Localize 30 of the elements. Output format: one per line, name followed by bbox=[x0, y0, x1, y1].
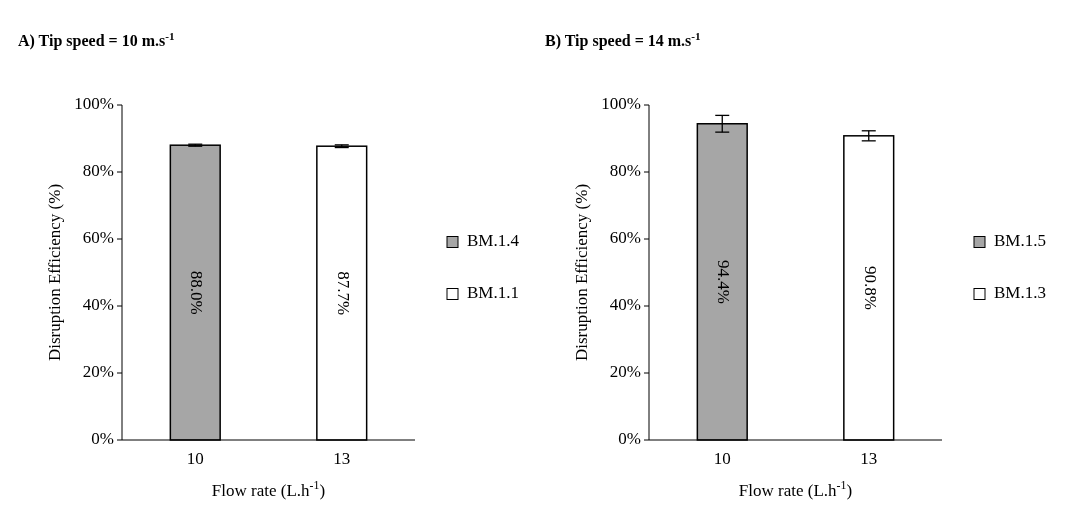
x-tick-label: 13 bbox=[860, 449, 878, 468]
y-tick-label: 80% bbox=[82, 160, 114, 180]
data-label: 88.0% bbox=[187, 270, 207, 315]
chart-title: B) Tip speed = 14 m.s$^{-1}$ bbox=[545, 30, 702, 50]
x-tick-label: 10 bbox=[186, 449, 204, 468]
y-tick-label: 20% bbox=[82, 361, 114, 381]
y-axis-title: Disruption Efficiency (%) bbox=[572, 183, 591, 362]
y-tick-label: 60% bbox=[609, 227, 641, 247]
y-tick-label: 20% bbox=[609, 361, 641, 381]
x-axis-title: Flow rate (L.h$^{-1}$) bbox=[211, 478, 326, 500]
x-tick-label: 13 bbox=[333, 449, 351, 468]
data-label: 90.8% bbox=[860, 265, 880, 310]
data-label: 87.7% bbox=[333, 271, 353, 316]
legend-label: BM.1.3 bbox=[994, 283, 1046, 303]
chart-title: A) Tip speed = 10 m.s$^{-1}$ bbox=[18, 30, 175, 50]
y-axis-title: Disruption Efficiency (%) bbox=[45, 183, 64, 362]
y-tick-label: 0% bbox=[91, 428, 114, 448]
y-tick-label: 40% bbox=[609, 294, 641, 314]
x-tick-label: 10 bbox=[713, 449, 731, 468]
legend-label: BM.1.1 bbox=[467, 283, 519, 303]
y-tick-label: 60% bbox=[82, 227, 114, 247]
y-tick-label: 0% bbox=[618, 428, 641, 448]
x-axis-title: Flow rate (L.h$^{-1}$) bbox=[738, 478, 853, 500]
legend-label: BM.1.4 bbox=[467, 231, 520, 251]
y-tick-label: 100% bbox=[601, 93, 641, 113]
y-tick-label: 100% bbox=[74, 93, 114, 113]
data-label: 94.4% bbox=[714, 259, 734, 304]
legend-label: BM.1.5 bbox=[994, 231, 1046, 251]
y-tick-label: 40% bbox=[82, 294, 114, 314]
y-tick-label: 80% bbox=[609, 160, 641, 180]
